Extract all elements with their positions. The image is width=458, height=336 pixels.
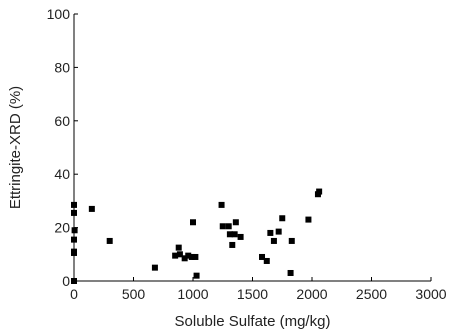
y-tick-label: 0 xyxy=(62,273,70,289)
data-point xyxy=(287,269,294,276)
data-point xyxy=(226,231,233,238)
data-points xyxy=(71,188,323,284)
x-tick-label: 1500 xyxy=(237,286,268,302)
data-point xyxy=(185,252,192,259)
data-point xyxy=(231,231,238,238)
x-tick-label: 3000 xyxy=(415,286,446,302)
data-point xyxy=(288,237,295,244)
data-point xyxy=(267,229,274,236)
data-point xyxy=(176,251,183,258)
data-point xyxy=(279,215,286,222)
data-point xyxy=(71,236,77,243)
data-point xyxy=(71,201,77,208)
data-point xyxy=(192,253,199,260)
data-point xyxy=(71,249,77,256)
data-point xyxy=(188,253,195,260)
data-point xyxy=(237,233,244,240)
x-tick-label: 2000 xyxy=(296,286,327,302)
data-point xyxy=(218,201,225,208)
y-tick-label: 60 xyxy=(54,113,70,129)
data-point xyxy=(219,223,226,230)
data-point xyxy=(305,216,312,223)
y-tick-label: 80 xyxy=(54,59,70,75)
x-tick-label: 1000 xyxy=(177,286,208,302)
data-point xyxy=(190,219,196,226)
data-point xyxy=(151,264,158,271)
data-point xyxy=(193,272,200,279)
data-point xyxy=(225,223,232,230)
data-point xyxy=(263,257,270,264)
y-axis-title: Ettringite-XRD (%) xyxy=(7,86,24,209)
data-point xyxy=(71,209,77,216)
x-tick-label: 2500 xyxy=(356,286,387,302)
y-tick-label: 100 xyxy=(47,6,71,22)
y-tick-label: 40 xyxy=(54,166,70,182)
data-point xyxy=(172,252,179,259)
data-point xyxy=(232,219,239,226)
y-tick-label: 20 xyxy=(54,220,70,236)
x-tick-label: 500 xyxy=(122,286,146,302)
data-point xyxy=(316,188,323,195)
data-point xyxy=(175,244,182,251)
data-point xyxy=(270,237,277,244)
data-point xyxy=(106,237,113,244)
data-point xyxy=(229,241,236,248)
data-point xyxy=(181,255,188,262)
x-axis-title: Soluble Sulfate (mg/kg) xyxy=(175,313,331,330)
data-point xyxy=(259,253,266,260)
data-point xyxy=(71,278,77,284)
data-point xyxy=(275,228,282,235)
data-point xyxy=(88,205,95,212)
data-point xyxy=(71,227,78,234)
x-tick-label: 0 xyxy=(70,286,78,302)
